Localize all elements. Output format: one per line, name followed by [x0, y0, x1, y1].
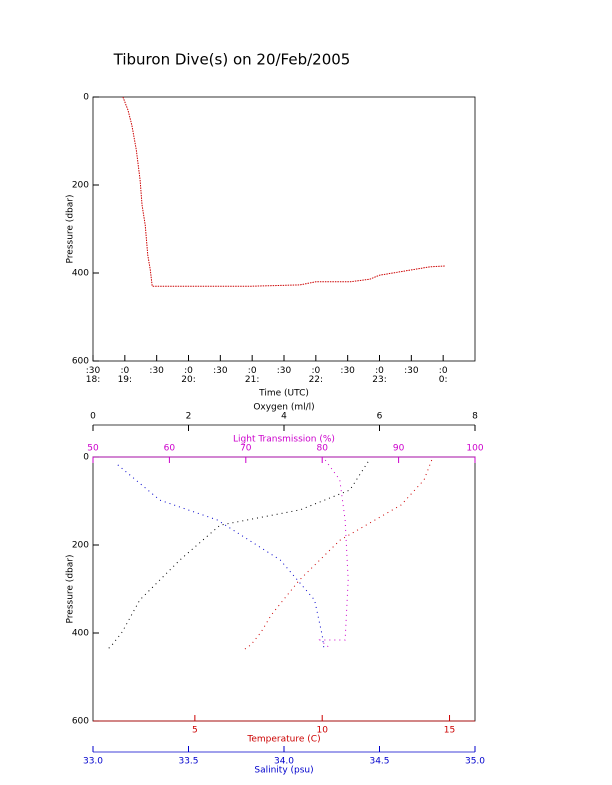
x-tick-label: :30: [277, 366, 292, 376]
x-axis-label: Light Transmission (%): [233, 435, 335, 445]
chart-title: Tiburon Dive(s) on 20/Feb/2005: [113, 51, 351, 69]
x-tick-label: :0 19:: [118, 366, 132, 385]
x-tick-label: :0 22:: [309, 366, 323, 385]
y-tick-label: 600: [72, 717, 89, 727]
x-tick-label: :30: [340, 366, 355, 376]
x-tick-label: 15: [444, 726, 455, 736]
x-axis-label: Time (UTC): [258, 389, 309, 399]
x-tick-label: 80: [316, 444, 328, 454]
profile-line: [242, 459, 433, 651]
y-tick-label: 0: [83, 93, 89, 103]
x-tick-label: :30: [213, 366, 228, 376]
x-tick-label: :0 23:: [372, 366, 386, 385]
x-tick-label: 33.0: [83, 757, 103, 767]
y-tick-label: 600: [72, 357, 89, 367]
x-tick-label: 2: [186, 412, 192, 422]
x-tick-label: 6: [377, 412, 383, 422]
x-tick-label: :30: [404, 366, 419, 376]
profile-line: [117, 464, 325, 651]
x-tick-label: 50: [87, 444, 99, 454]
plot-frame: [92, 96, 476, 362]
y-tick-label: 200: [72, 181, 89, 191]
x-tick-label: 4: [281, 412, 287, 422]
y-tick-label: 200: [72, 541, 89, 551]
x-tick-label: :0 21:: [245, 366, 259, 385]
x-tick-label: 70: [240, 444, 252, 454]
x-tick-label: :0 20:: [181, 366, 195, 385]
y-tick-label: 400: [72, 269, 89, 279]
y-tick-label: 0: [83, 453, 89, 463]
x-tick-label: :30: [149, 366, 164, 376]
data-line: [122, 96, 446, 287]
x-tick-label: 0: [90, 412, 96, 422]
x-tick-label: 5: [192, 726, 198, 736]
x-tick-label: :30 18:: [86, 366, 101, 385]
plot-frame: [92, 456, 476, 722]
x-tick-label: 33.5: [178, 757, 198, 767]
x-tick-label: 90: [393, 444, 405, 454]
x-tick-label: 100: [466, 444, 483, 454]
y-axis-label: Pressure (dbar): [66, 195, 76, 264]
y-tick-label: 400: [72, 629, 89, 639]
profile-line: [318, 459, 349, 649]
x-axis-label: Oxygen (ml/l): [253, 403, 314, 413]
x-tick-label: 34.5: [369, 757, 389, 767]
profile-line: [106, 461, 369, 651]
y-axis-label: Pressure (dbar): [66, 555, 76, 624]
x-tick-label: 35.0: [465, 757, 485, 767]
x-axis-label: Salinity (psu): [254, 766, 313, 776]
x-tick-label: :0 0:: [439, 366, 448, 385]
x-tick-label: 10: [316, 726, 328, 736]
x-axis-label: Temperature (C): [246, 735, 320, 745]
x-tick-label: 34.0: [274, 757, 294, 767]
x-tick-label: 60: [164, 444, 176, 454]
x-tick-label: 8: [472, 412, 478, 422]
